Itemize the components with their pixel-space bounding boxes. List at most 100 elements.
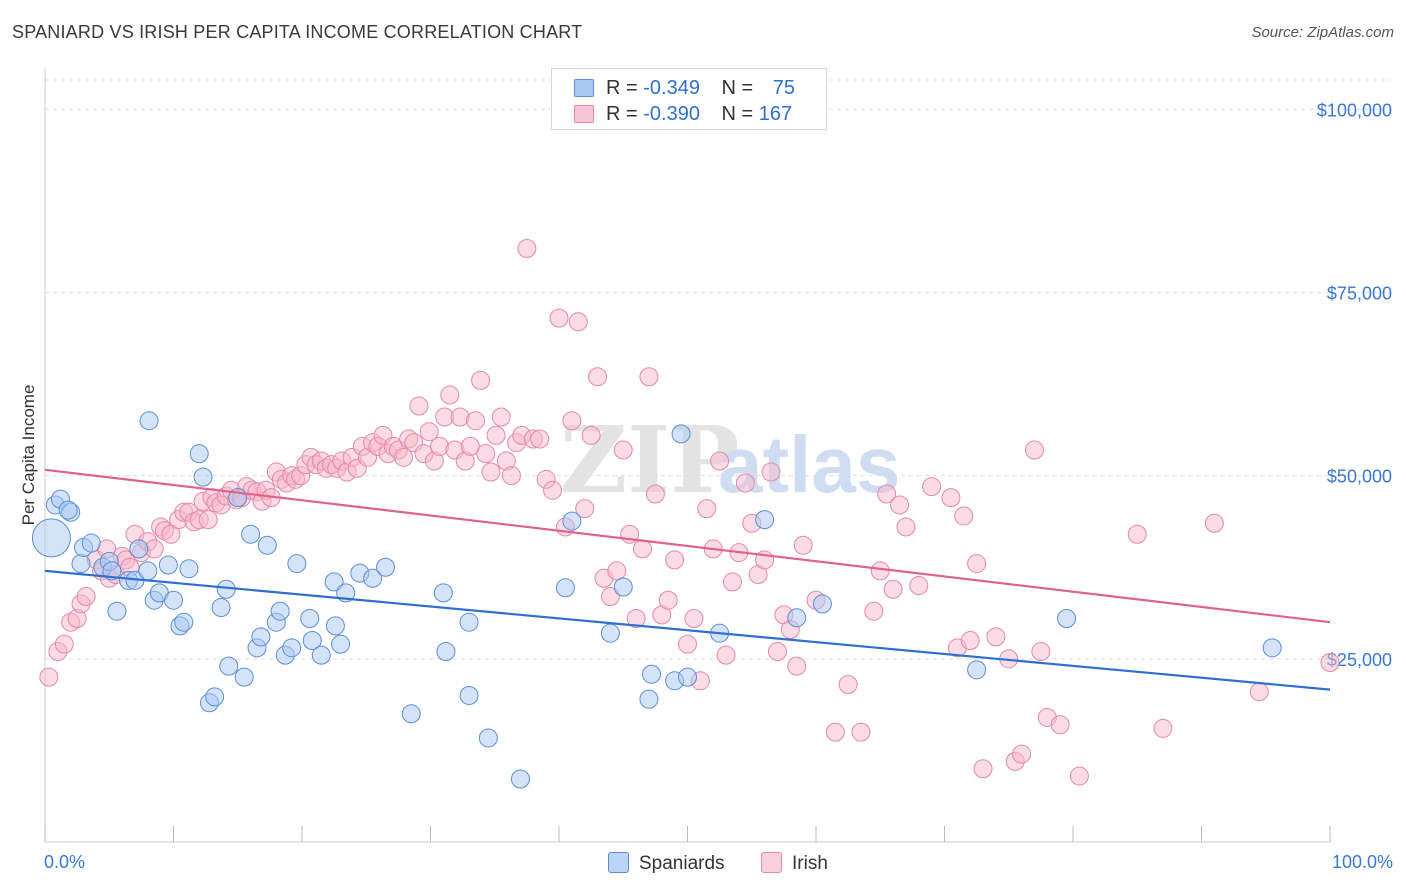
spaniards-point	[211, 598, 231, 618]
source-credit: Source: ZipAtlas.com	[1251, 24, 1394, 41]
legend-n-value: 167	[758, 103, 793, 125]
spaniards-point	[129, 539, 149, 559]
spaniards-point	[302, 631, 322, 651]
irish-point	[722, 572, 742, 592]
spaniards-point	[459, 612, 479, 632]
spaniards-point	[179, 559, 199, 579]
irish-point	[761, 462, 781, 482]
bottom-legend-label: Spaniards	[639, 853, 725, 874]
irish-point	[883, 579, 903, 599]
spaniards-point	[324, 572, 344, 592]
spaniards-point	[189, 444, 209, 464]
spaniards-point	[967, 660, 987, 680]
spaniards-point	[251, 627, 271, 647]
irish-point	[1249, 682, 1269, 702]
spaniards-point	[433, 583, 453, 603]
irish-point	[658, 590, 678, 610]
irish-point	[39, 667, 59, 687]
irish-point	[896, 517, 916, 537]
spaniards-point	[436, 642, 456, 661]
irish-point	[1320, 652, 1340, 672]
bottom-legend-spaniards[interactable]: Spaniards	[608, 852, 725, 875]
irish-trendline	[44, 468, 1331, 624]
irish-point	[562, 411, 582, 431]
spaniards-point	[642, 664, 662, 684]
spaniards-point	[193, 467, 213, 487]
irish-point	[161, 524, 181, 544]
irish-point	[851, 722, 871, 742]
spaniards-point	[107, 601, 127, 621]
irish-point	[476, 444, 496, 464]
spaniards-point	[376, 557, 396, 577]
irish-point	[864, 601, 884, 621]
irish-point	[198, 510, 218, 530]
irish-point	[973, 759, 993, 779]
irish-point	[735, 473, 755, 493]
spaniards-point	[678, 667, 697, 687]
irish-point	[793, 535, 813, 555]
irish-point	[697, 499, 717, 519]
spaniards-point	[1262, 638, 1282, 658]
irish-point	[465, 411, 485, 431]
irish-point	[54, 634, 74, 654]
spaniards-point	[164, 590, 183, 610]
legend-r-label: R =	[606, 103, 638, 125]
irish-point	[1153, 718, 1173, 738]
irish-point	[517, 239, 537, 259]
spaniards-point	[81, 533, 101, 553]
bottom-legend-label: Irish	[792, 853, 828, 874]
irish-point	[543, 480, 563, 500]
irish-point	[613, 440, 633, 460]
spaniards-point	[300, 609, 320, 629]
irish-point	[825, 722, 845, 742]
spaniards-point	[401, 704, 421, 724]
spaniards-point	[287, 554, 307, 574]
spaniards-point	[510, 769, 530, 789]
spaniards-point	[58, 500, 78, 520]
irish-point	[607, 561, 627, 581]
spaniards-point	[755, 510, 775, 530]
irish-point	[549, 308, 569, 328]
irish-point	[1204, 513, 1224, 533]
bottom-legend-irish[interactable]: Irish	[761, 852, 828, 875]
legend-n-label: N =	[721, 77, 754, 99]
irish-point	[581, 425, 601, 445]
spaniards-point	[1057, 609, 1077, 629]
legend-row-irish: R = -0.390 N = 167	[574, 103, 792, 127]
irish-point	[767, 642, 787, 661]
irish-point	[665, 550, 685, 570]
irish-point	[1050, 715, 1070, 735]
spaniards-point	[139, 411, 159, 431]
legend-r-value: -0.349	[643, 77, 700, 99]
spaniards-point	[174, 612, 194, 632]
irish-point	[684, 609, 704, 629]
spaniards-point	[270, 601, 290, 621]
y-tick-label: $75,000	[1327, 283, 1392, 303]
irish-point	[1069, 766, 1089, 786]
irish-point	[481, 462, 501, 482]
irish-point	[967, 554, 987, 574]
irish-point	[960, 631, 980, 651]
irish-point	[716, 645, 736, 665]
spaniards-point	[562, 511, 582, 531]
spaniards-point	[787, 608, 807, 628]
spaniards-swatch	[574, 79, 594, 97]
spaniards-point	[331, 634, 351, 654]
spaniards-point	[102, 561, 122, 581]
irish-point	[678, 634, 697, 654]
irish-point	[419, 422, 439, 442]
x-axis-min-label: 0.0%	[44, 852, 86, 872]
irish-point	[890, 495, 910, 515]
spaniards-point	[325, 616, 345, 636]
legend-r-value: -0.390	[643, 103, 700, 125]
irish-point	[575, 499, 595, 519]
irish-point	[922, 477, 942, 497]
irish-point	[633, 539, 653, 559]
irish-point	[838, 674, 858, 694]
irish-point	[491, 407, 511, 427]
irish-point	[76, 587, 96, 607]
irish-point	[787, 656, 807, 676]
irish-point	[486, 425, 506, 445]
spaniards-point	[478, 728, 498, 748]
